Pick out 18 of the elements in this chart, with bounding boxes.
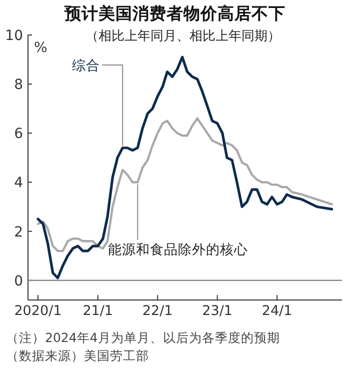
text: 综合 bbox=[72, 58, 100, 74]
text: （数据来源）美国劳工部 bbox=[6, 348, 149, 363]
chart-title: 预计美国消费者物价高居不下 bbox=[64, 4, 286, 23]
y-axis-title: % bbox=[34, 40, 48, 56]
x-tick-label: 2020/1 bbox=[14, 303, 62, 319]
x-tick-label: 24/1 bbox=[262, 303, 292, 319]
y-tick-label: 2 bbox=[14, 224, 23, 240]
y-tick-label: 4 bbox=[14, 175, 24, 192]
y-tick-label: 0 bbox=[14, 273, 23, 290]
y-tick-label: 10 bbox=[5, 28, 23, 44]
y-tick-label: 6 bbox=[14, 126, 24, 142]
x-tick-label: 23/1 bbox=[202, 303, 232, 319]
x-tick-label: 21/1 bbox=[82, 303, 114, 319]
chart-subtitle: （相比上年同月、相比上年同期） bbox=[86, 29, 280, 44]
y-tick-label: 8 bbox=[14, 77, 23, 94]
text: （注）2024年4月为单月、以后为各季度的预期 bbox=[6, 330, 280, 345]
x-tick-label: 22/1 bbox=[142, 303, 173, 319]
series-label: 能源和食品除外的核心 bbox=[108, 242, 248, 258]
